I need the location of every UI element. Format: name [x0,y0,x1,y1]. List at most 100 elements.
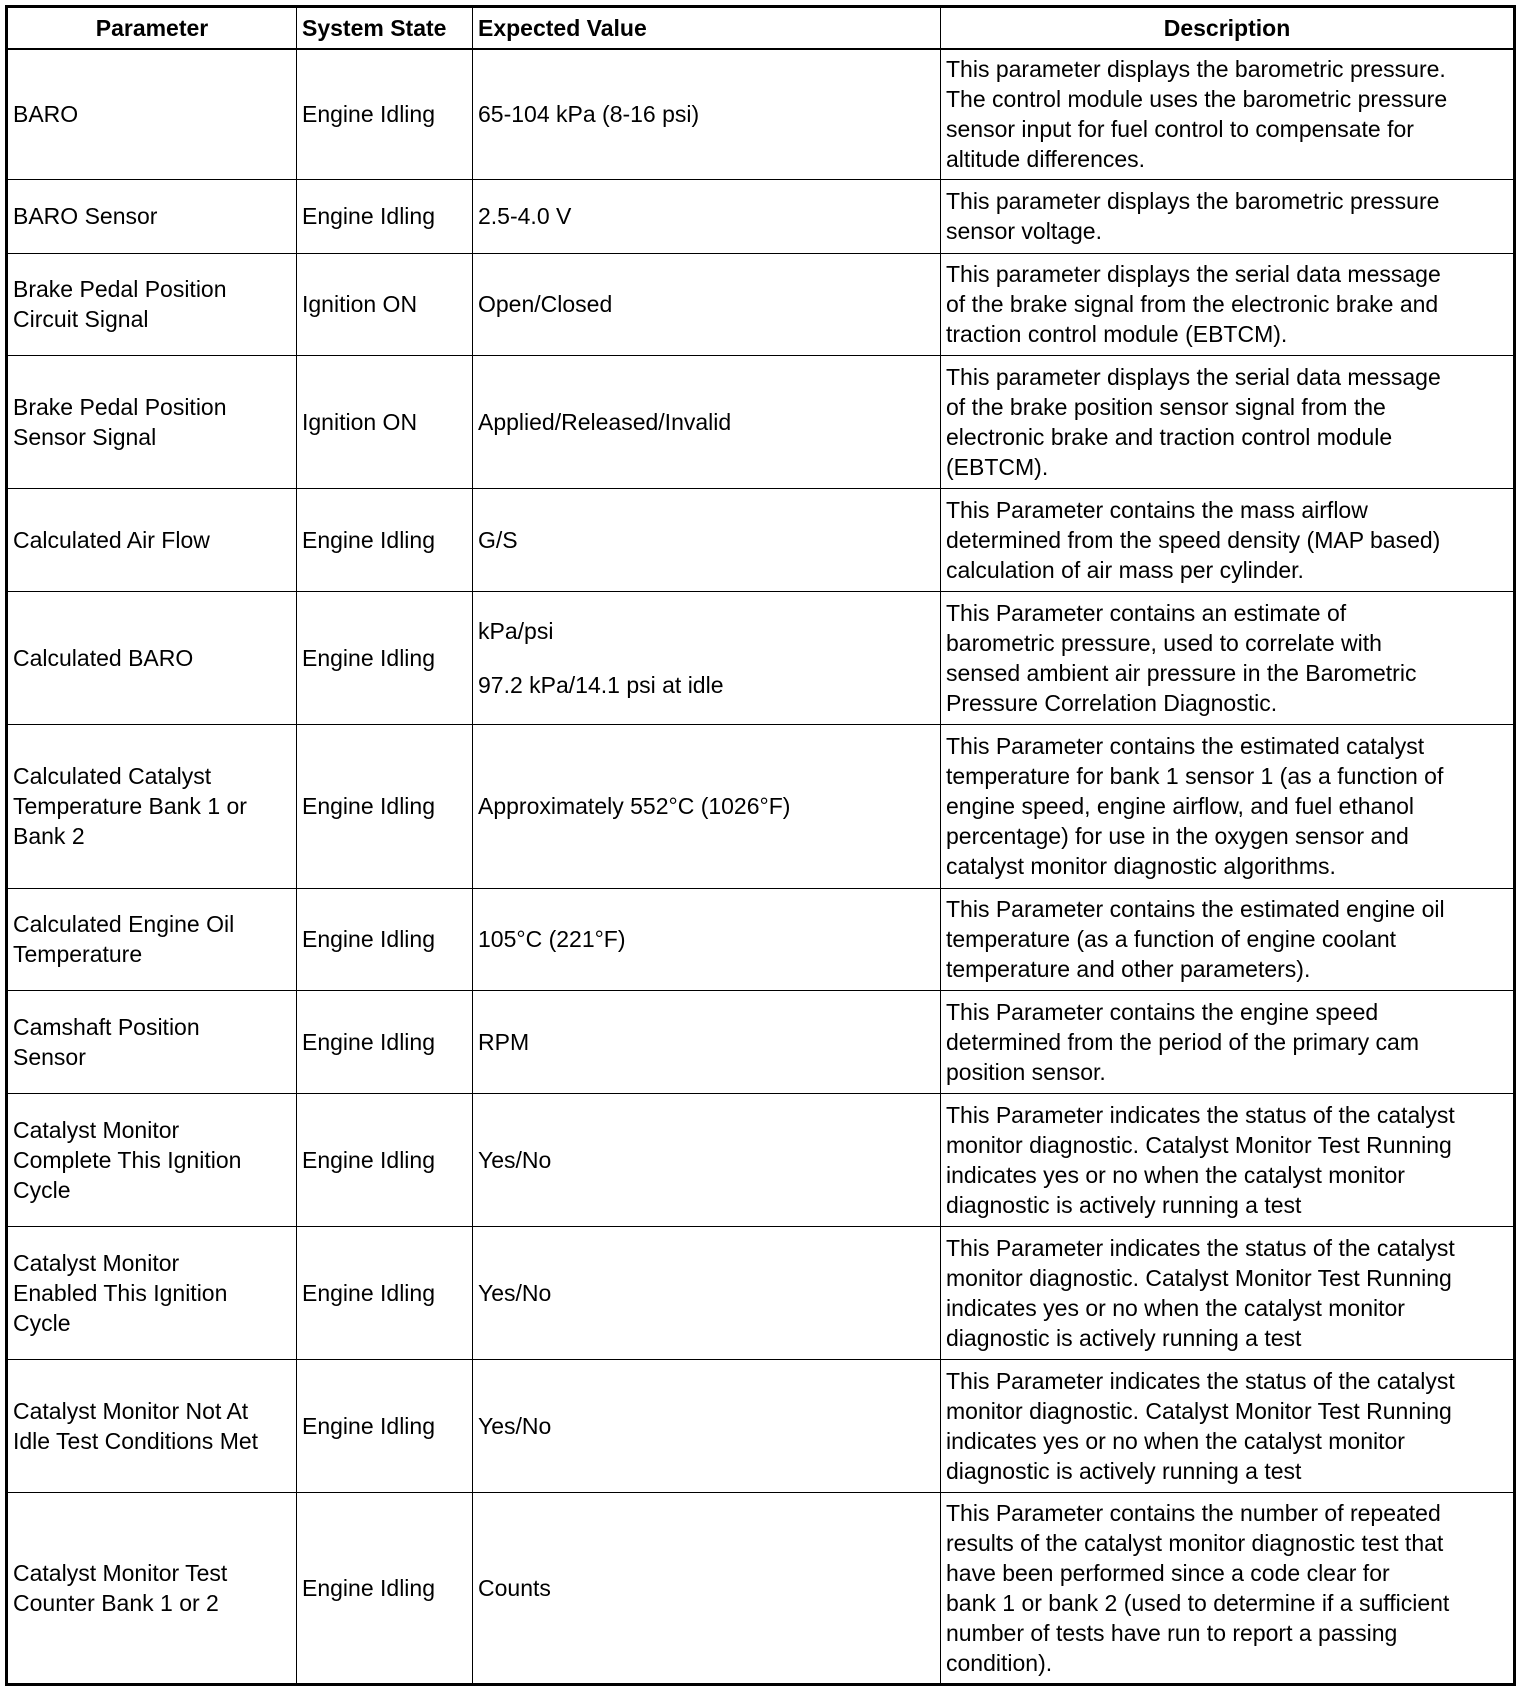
cell-expected-value: Yes/No [472,1092,941,1227]
cell-description-line: altitude differences. [946,146,1146,173]
cell-description-line: condition). [946,1649,1053,1676]
cell-parameter: Calculated Engine Oil Temperature [6,887,297,991]
cell-description-line: determined from the speed density (MAP b… [946,526,1441,553]
cell-parameter-line: Sensor Signal [13,423,157,450]
cell-system-state: Engine Idling [296,1092,473,1227]
table-row: Calculated Engine Oil Temperature Engine I… [6,887,1515,991]
cell-expected-value-line: 105°C (221°F) [478,926,626,952]
cell-description-line: bank 1 or bank 2 (used to determine if a… [946,1589,1450,1616]
table-row: Camshaft Position Sensor Engine Idling RPM T… [6,989,1515,1094]
cell-description: This Parameter indicates the status of t… [940,1358,1515,1493]
cell-system-state: Ignition ON [296,354,473,489]
cell-parameter: Calculated BARO [6,590,297,725]
table-row: Brake Pedal Position Sensor Signal Ignitio… [6,354,1515,489]
cell-system-state-text: Engine Idling [302,793,435,819]
header-expected-value: Expected Value [472,6,941,50]
cell-description: This Parameter contains the estimated ca… [940,723,1515,889]
cell-system-state-text: Engine Idling [302,203,435,229]
cell-expected-value-line: Yes/No [478,1146,552,1173]
cell-description-line: monitor diagnostic. Catalyst Monitor Tes… [946,1264,1452,1291]
cell-parameter-line: Catalyst Monitor Test [13,1559,228,1586]
cell-description-line: traction control module (EBTCM). [946,321,1288,347]
cell-system-state-text: Engine Idling [302,926,435,952]
cell-expected-value-line: Applied/Released/Invalid [478,408,732,435]
cell-expected-value-line: 97.2 kPa/14.1 psi at idle [478,671,724,698]
table-row: Calculated Air Flow Engine Idling G/S This … [6,487,1515,592]
cell-description-line: diagnostic is actively running a test [946,1457,1302,1484]
parameter-table: Parameter System State Expected Value De… [5,5,1516,1686]
cell-system-state: Engine Idling [296,989,473,1094]
cell-description-line: indicates yes or no when the catalyst mo… [946,1427,1405,1454]
cell-description-line: of the brake position sensor signal from… [946,393,1386,420]
cell-description-line: indicates yes or no when the catalyst mo… [946,1161,1405,1188]
cell-description-line: calculation of air mass per cylinder. [946,556,1304,583]
cell-description-line: The control module uses the barometric p… [946,86,1448,113]
cell-system-state-text: Engine Idling [302,1412,435,1439]
cell-description-line: diagnostic is actively running a test [946,1191,1302,1218]
cell-parameter-line: Calculated Engine Oil [13,911,235,937]
cell-system-state: Ignition ON [296,252,473,356]
cell-system-state-text: Engine Idling [302,1146,435,1173]
cell-parameter-line: Temperature Bank 1 or [13,793,247,819]
table-row: Catalyst Monitor Not At Idle Test Conditi… [6,1358,1515,1493]
cell-description-line: Pressure Correlation Diagnostic. [946,689,1278,716]
cell-description-line: determined from the period of the primar… [946,1028,1419,1055]
cell-expected-value: Yes/No [472,1358,941,1493]
cell-description-line: number of tests have run to report a pas… [946,1619,1398,1646]
cell-expected-value: Applied/Released/Invalid [472,354,941,489]
cell-parameter-line: Circuit Signal [13,306,149,332]
cell-expected-value: 65-104 kPa (8-16 psi) [472,48,941,180]
cell-system-state-text: Ignition ON [302,291,418,317]
cell-expected-value-line: Yes/No [478,1412,552,1439]
cell-parameter-line: Enabled This Ignition [13,1279,228,1306]
cell-description-line: This Parameter contains an estimate of [946,599,1347,626]
cell-parameter-line: Catalyst Monitor [13,1249,180,1276]
cell-description-line: This Parameter contains the engine speed [946,998,1379,1025]
cell-expected-value-line: 2.5-4.0 V [478,203,572,229]
cell-description-line: temperature (as a function of engine coo… [946,926,1397,952]
header-parameter: Parameter [6,6,297,50]
cell-description: This Parameter contains the engine speed… [940,989,1515,1094]
cell-description: This Parameter contains the estimated en… [940,887,1515,991]
cell-system-state-text: Engine Idling [302,526,435,553]
cell-expected-value-line: Yes/No [478,1279,552,1306]
cell-system-state-text: Engine Idling [302,1028,435,1055]
cell-description-line: electronic brake and traction control mo… [946,423,1393,450]
cell-description: This parameter displays the barometric p… [940,178,1515,254]
cell-description-line: of the brake signal from the electronic … [946,291,1439,317]
cell-system-state: Engine Idling [296,887,473,991]
cell-parameter-line: Calculated Air Flow [13,526,210,553]
cell-expected-value: Yes/No [472,1225,941,1360]
cell-expected-value-line: kPa/psi [478,617,554,644]
cell-description-line: This parameter displays the barometric p… [946,188,1440,214]
cell-description: This Parameter indicates the status of t… [940,1225,1515,1360]
cell-system-state-text: Engine Idling [302,1279,435,1306]
cell-parameter-line: Brake Pedal Position [13,276,227,302]
cell-description-line: sensed ambient air pressure in the Barom… [946,659,1417,686]
cell-expected-value-line: Open/Closed [478,291,613,317]
cell-description-line: (EBTCM). [946,453,1049,480]
cell-parameter-line: Camshaft Position [13,1013,200,1040]
cell-system-state-text: Ignition ON [302,408,418,435]
cell-parameter-line: Cycle [13,1309,71,1336]
cell-description-line: This Parameter indicates the status of t… [946,1101,1455,1128]
cell-system-state: Engine Idling [296,1225,473,1360]
cell-parameter: Calculated Air Flow [6,487,297,592]
table-row: Catalyst Monitor Enabled This Ignition Cyc… [6,1225,1515,1360]
cell-parameter-line: Brake Pedal Position [13,393,227,420]
cell-description-line: temperature for bank 1 sensor 1 (as a fu… [946,763,1444,789]
cell-parameter-line: Calculated BARO [13,644,194,671]
cell-description-line: This parameter displays the serial data … [946,363,1441,390]
cell-description: This Parameter indicates the status of t… [940,1092,1515,1227]
cell-expected-value: RPM [472,989,941,1094]
cell-description-line: have been performed since a code clear f… [946,1559,1390,1586]
cell-parameter-line: Counter Bank 1 or 2 [13,1589,219,1616]
cell-expected-value: kPa/psi 97.2 kPa/14.1 psi at idle [472,590,941,725]
cell-description-line: percentage) for use in the oxygen sensor… [946,823,1409,849]
cell-expected-value: G/S [472,487,941,592]
cell-parameter-line: Calculated Catalyst [13,763,212,789]
table-row: Catalyst Monitor Complete This Ignition Cy… [6,1092,1515,1227]
cell-parameter-line: Idle Test Conditions Met [13,1427,259,1454]
cell-description-line: indicates yes or no when the catalyst mo… [946,1294,1405,1321]
cell-parameter-line: Bank 2 [13,823,85,849]
